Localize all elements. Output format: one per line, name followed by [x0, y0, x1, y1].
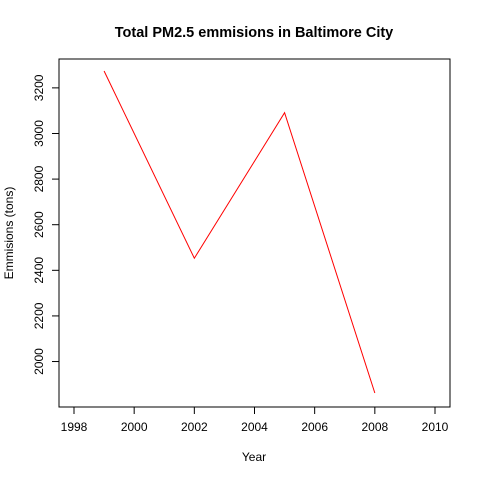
chart-title: Total PM2.5 emmisions in Baltimore City [115, 25, 394, 41]
x-axis-title: Year [242, 450, 266, 464]
x-tick-label-2010: 2010 [422, 420, 449, 434]
y-tick-label-2000: 2000 [32, 348, 46, 375]
y-tick-label-2600: 2600 [32, 211, 46, 238]
y-tick-label-3200: 3200 [32, 74, 46, 101]
y-tick-label-2200: 2200 [32, 302, 46, 329]
y-axis-title: Emmisions (tons) [2, 187, 16, 280]
x-tick-label-2008: 2008 [361, 420, 388, 434]
x-tick-label-2002: 2002 [181, 420, 208, 434]
y-tick-label-2800: 2800 [32, 165, 46, 192]
y-tick-label-2400: 2400 [32, 257, 46, 284]
x-tick-label-2006: 2006 [301, 420, 328, 434]
y-tick-label-3000: 3000 [32, 120, 46, 147]
x-tick-label-2000: 2000 [121, 420, 148, 434]
x-tick-label-1998: 1998 [61, 420, 88, 434]
x-tick-label-2004: 2004 [241, 420, 268, 434]
